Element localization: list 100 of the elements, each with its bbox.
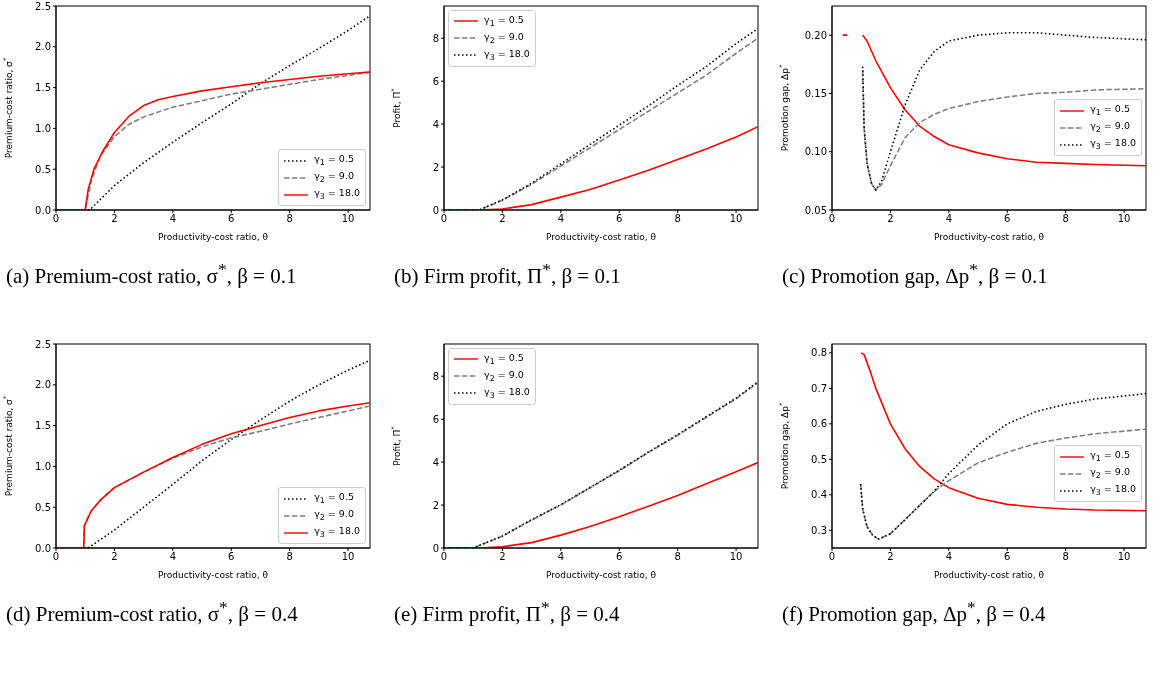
y-tick-label: 4 (432, 118, 439, 130)
y-tick-label: 8 (432, 370, 439, 382)
line-series (859, 392, 1146, 540)
y-tick-label: 6 (432, 413, 439, 425)
x-axis-title: Productivity-cost ratio, θ (934, 570, 1045, 580)
x-tick-label: 6 (1004, 213, 1011, 225)
y-tick-label: 2 (432, 499, 439, 511)
y-tick-label: 1.5 (35, 420, 51, 432)
text: (c) Promotion gap, Δp$^{*}$, β = 0.1 (781, 258, 1049, 289)
line-series (860, 352, 1146, 512)
x-tick-label: 8 (674, 551, 681, 563)
y-tick-label: 1.0 (35, 460, 51, 472)
x-tick-label: 0 (440, 213, 448, 225)
y-tick-label: 0.3 (811, 524, 827, 536)
x-tick-label: 2 (887, 213, 894, 225)
x-tick-label: 2 (887, 551, 894, 563)
y-tick-label: 0.05 (804, 204, 827, 216)
legend-label: γ$_{3}$ = 18.0 (314, 524, 360, 541)
x-tick-label: 2 (111, 213, 118, 225)
x-tick-label: 6 (616, 551, 623, 563)
x-axis-title: Productivity-cost ratio, θ (158, 570, 269, 580)
x-axis-title: Productivity-cost ratio, θ (934, 232, 1045, 242)
x-tick-label: 6 (228, 213, 235, 225)
legend-label: γ$_{1}$ = 0.5 (1090, 102, 1130, 120)
y-tick-label: 2.5 (35, 0, 51, 12)
legend-label: γ$_{1}$ = 0.5 (314, 152, 354, 170)
legend-label: γ$_{2}$ = 9.0 (484, 367, 524, 385)
x-tick-label: 6 (616, 213, 623, 225)
y-tick-label: 6 (432, 75, 439, 87)
y-tick-label: 0.15 (804, 87, 827, 99)
line-series (861, 32, 1146, 191)
legend-label: γ$_{2}$ = 9.0 (314, 507, 354, 525)
x-axis-title: Productivity-cost ratio, θ (158, 232, 269, 242)
x-tick-label: 4 (945, 551, 953, 563)
text: (f) Promotion gap, Δp$^{*}$, β = 0.4 (781, 596, 1047, 627)
x-tick-label: 4 (557, 213, 565, 225)
x-tick-label: 8 (286, 213, 293, 225)
y-tick-label: 0.7 (811, 382, 827, 394)
y-tick-label: 0.0 (35, 204, 51, 216)
x-tick-label: 8 (1062, 551, 1069, 563)
y-tick-label: 4 (432, 456, 439, 468)
x-axis-title: Productivity-cost ratio, θ (546, 232, 657, 242)
line-series (859, 428, 1146, 540)
x-tick-label: 10 (729, 551, 743, 563)
y-tick-label: 0 (432, 542, 439, 554)
x-tick-label: 6 (228, 551, 235, 563)
x-tick-label: 6 (1004, 551, 1011, 563)
x-tick-label: 4 (169, 551, 177, 563)
y-tick-label: 1.5 (35, 82, 51, 94)
x-tick-label: 4 (169, 213, 177, 225)
y-tick-label: 0.20 (804, 29, 827, 41)
legend-label: γ$_{1}$ = 0.5 (484, 13, 524, 30)
text: (b) Firm profit, Π$^{*}$, β = 0.1 (393, 258, 622, 289)
text: (a) Premium-cost ratio, σ$^{*}$, β = 0.1 (5, 258, 298, 289)
x-tick-label: 10 (729, 213, 743, 225)
x-tick-label: 2 (499, 551, 506, 563)
text: (e) Firm profit, Π$^{*}$, β = 0.4 (393, 596, 621, 627)
x-tick-label: 8 (1062, 213, 1069, 225)
y-tick-label: 2.0 (35, 379, 51, 391)
x-axis-title: Productivity-cost ratio, θ (546, 570, 657, 580)
x-tick-label: 2 (499, 213, 506, 225)
x-tick-label: 0 (828, 213, 836, 225)
y-tick-label: 0.6 (811, 418, 827, 430)
y-tick-label: 1.0 (35, 122, 51, 134)
legend-label: γ$_{3}$ = 18.0 (314, 186, 360, 203)
x-tick-label: 10 (341, 551, 355, 563)
x-tick-label: 0 (440, 551, 448, 563)
legend-label: γ$_{1}$ = 0.5 (484, 351, 524, 368)
y-tick-label: 0 (432, 204, 439, 216)
y-tick-label: 2 (432, 161, 439, 173)
y-tick-label: 2.0 (35, 41, 51, 53)
x-tick-label: 8 (286, 551, 293, 563)
x-tick-label: 10 (1117, 213, 1131, 225)
x-tick-label: 10 (1117, 551, 1131, 563)
legend-label: γ$_{3}$ = 18.0 (1090, 482, 1136, 499)
x-tick-label: 4 (945, 213, 953, 225)
y-tick-label: 0.8 (811, 347, 827, 359)
legend-label: γ$_{2}$ = 9.0 (1090, 465, 1130, 483)
x-tick-label: 8 (674, 213, 681, 225)
y-tick-label: 0.5 (35, 501, 51, 513)
legend-label: γ$_{2}$ = 9.0 (484, 29, 524, 47)
legend-label: γ$_{2}$ = 9.0 (1090, 119, 1130, 137)
x-tick-label: 0 (52, 551, 60, 563)
y-tick-label: 0.10 (804, 146, 827, 158)
y-tick-label: 0.4 (811, 489, 827, 501)
legend-label: γ$_{3}$ = 18.0 (1090, 136, 1136, 153)
x-tick-label: 4 (557, 551, 565, 563)
y-tick-label: 0.5 (811, 453, 827, 465)
x-tick-label: 0 (828, 551, 836, 563)
x-tick-label: 2 (111, 551, 118, 563)
x-tick-label: 0 (52, 213, 60, 225)
y-tick-label: 0.0 (35, 542, 51, 554)
y-tick-label: 0.5 (35, 163, 51, 175)
legend-label: γ$_{1}$ = 0.5 (1090, 448, 1130, 466)
line-series (861, 69, 1146, 191)
text: (d) Premium-cost ratio, σ$^{*}$, β = 0.4 (5, 596, 299, 627)
legend-label: γ$_{2}$ = 9.0 (314, 169, 354, 187)
legend-label: γ$_{3}$ = 18.0 (484, 384, 530, 402)
y-tick-label: 2.5 (35, 338, 51, 350)
legend-label: γ$_{3}$ = 18.0 (484, 46, 530, 64)
